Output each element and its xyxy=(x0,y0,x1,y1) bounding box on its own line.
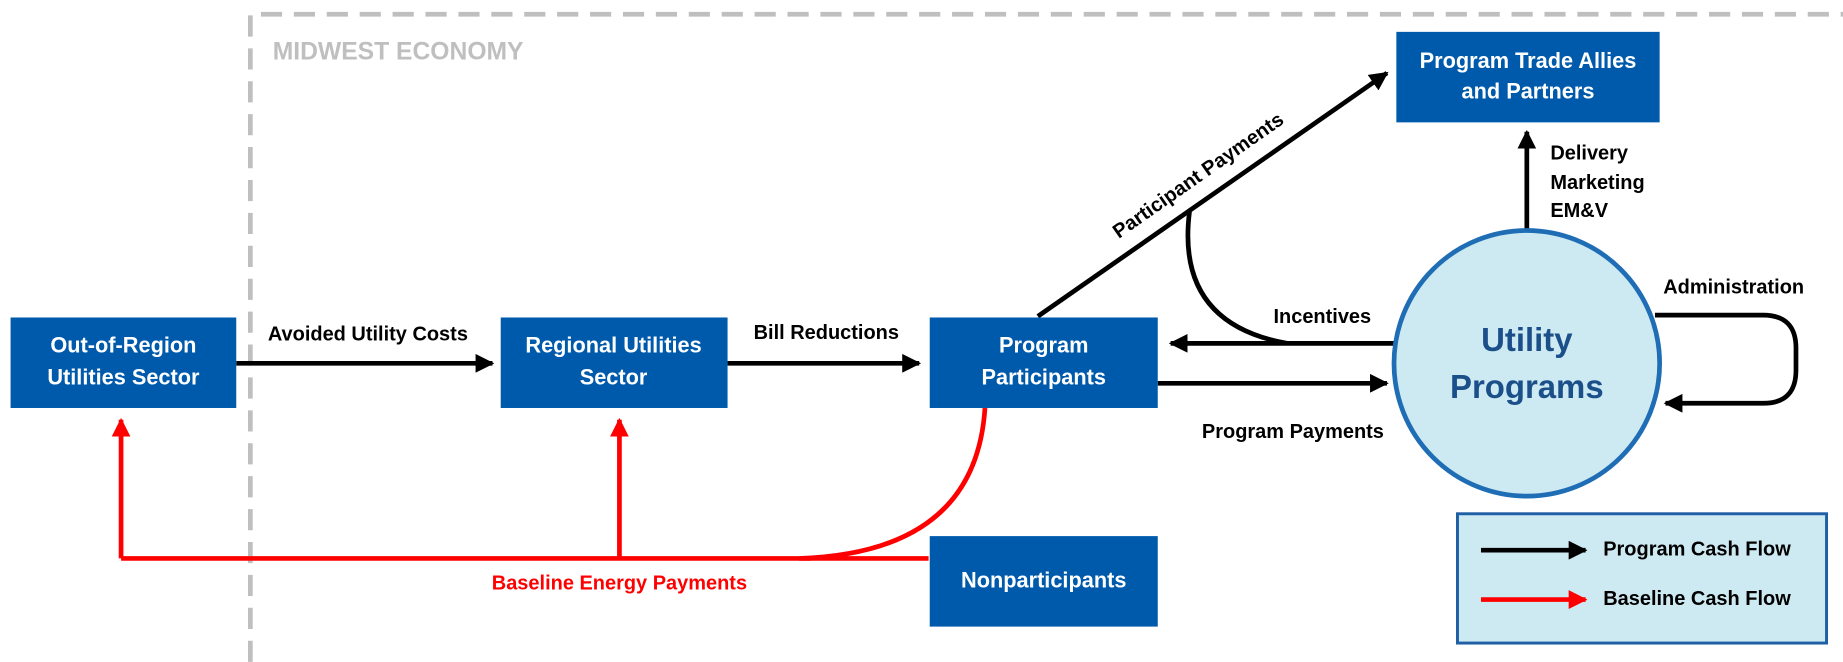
node-label: and Partners xyxy=(1462,79,1595,104)
node-box xyxy=(929,317,1158,408)
legend-label: Program Cash Flow xyxy=(1603,538,1791,560)
edge-label: Incentives xyxy=(1273,306,1371,328)
legend: Program Cash Flow Baseline Cash Flow xyxy=(1456,512,1829,645)
program-flows xyxy=(236,71,1799,413)
node-label: Utilities Sector xyxy=(47,364,200,389)
node-label: Program Trade Allies xyxy=(1420,48,1637,73)
node-label: Regional Utilities xyxy=(525,333,701,358)
region-label: MIDWEST ECONOMY xyxy=(273,39,524,66)
legend-label: Baseline Cash Flow xyxy=(1603,588,1791,610)
node-label: Out-of-Region xyxy=(50,333,196,358)
node-label: Programs xyxy=(1450,368,1604,405)
node-box xyxy=(500,317,728,408)
edge-label: Avoided Utility Costs xyxy=(268,323,468,345)
node-box xyxy=(10,317,237,408)
baseline-flows xyxy=(111,407,988,561)
edge-label: Bill Reductions xyxy=(754,322,899,344)
node-label: Program xyxy=(999,333,1088,358)
legend-box xyxy=(1456,512,1829,645)
node-box xyxy=(929,536,1158,627)
edge-label: Baseline Energy Payments xyxy=(492,573,747,595)
node-label: Participants xyxy=(982,364,1106,389)
edge-label: Participant Payments xyxy=(1109,109,1288,244)
edge-label: Administration xyxy=(1663,276,1804,298)
edge-label: EM&V xyxy=(1550,200,1608,222)
node-circle xyxy=(1391,228,1662,499)
node-label: Utility xyxy=(1481,321,1573,358)
edge-label: Delivery xyxy=(1550,142,1628,164)
node-label: Sector xyxy=(580,364,648,389)
edge-label: Program Payments xyxy=(1202,421,1384,443)
node-label: Nonparticipants xyxy=(961,568,1126,593)
node-box xyxy=(1396,31,1660,123)
region-boundary xyxy=(248,11,1843,662)
edge-label: Marketing xyxy=(1550,172,1644,194)
